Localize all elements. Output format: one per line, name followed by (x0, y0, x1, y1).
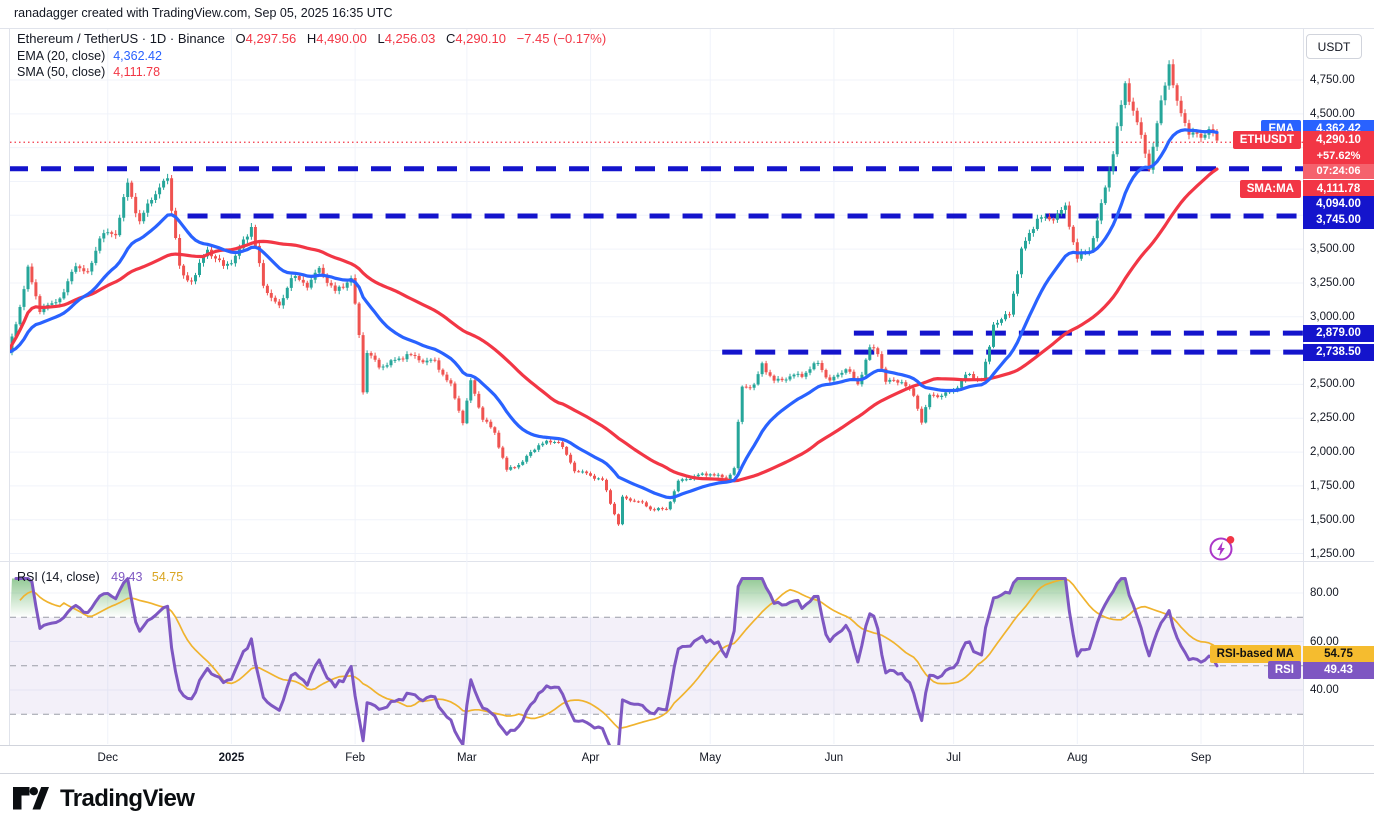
symbol-title[interactable]: Ethereum / TetherUS · 1D · Binance (17, 31, 225, 46)
price-badge-4290.10: 4,290.10 +57.62% 07:24:06 (1303, 131, 1374, 180)
tradingview-logo[interactable]: TradingView (13, 785, 195, 813)
time-label-Dec: Dec (97, 752, 118, 764)
watermark-attribution: ranadagger created with TradingView.com,… (14, 6, 393, 20)
time-label-Jul: Jul (946, 752, 961, 764)
chart-top-border (0, 28, 1374, 29)
rsi-overbought-fill (1099, 578, 1138, 618)
open-label: O (235, 31, 246, 46)
sma-50-line[interactable] (8, 167, 1219, 483)
flash-icon[interactable] (1209, 536, 1235, 561)
price-tick-3500: 3,500.00 (1310, 243, 1355, 256)
candle-bodies-up (10, 64, 1211, 525)
time-label-Jun: Jun (824, 752, 844, 764)
rsi-tick-80: 80.00 (1310, 587, 1339, 599)
price-badge-4094.00: 4,094.00 (1303, 196, 1374, 214)
series-tag-smama: SMA:MA (1239, 180, 1301, 199)
time-label-Apr: Apr (581, 752, 600, 764)
time-label-2025: 2025 (218, 752, 245, 764)
price-tick-3000: 3,000.00 (1310, 310, 1355, 323)
time-label-Sep: Sep (1190, 752, 1212, 764)
rsi-tick-40: 40.00 (1310, 684, 1339, 696)
price-badge-3745.00: 3,745.00 (1303, 212, 1374, 230)
rsi-overbought-fill (988, 578, 1071, 618)
rsi-badge-49.43: 49.43 (1303, 661, 1374, 679)
sma-value: 4,111.78 (113, 65, 161, 79)
tradingview-logo-mark (13, 786, 49, 809)
rsi-label: RSI (14, close) (17, 570, 100, 584)
low-label: L (377, 31, 385, 46)
rsi-tag-rsi-based-ma: RSI-based MA (1209, 645, 1301, 664)
tradingview-logo-text: TradingView (60, 785, 195, 812)
rsi-ma-value: 54.75 (151, 570, 184, 584)
pane-separator[interactable] (0, 561, 1374, 562)
rsi-band (10, 617, 1303, 715)
rsi-legend[interactable]: RSI (14, close) 49.43 54.75 (17, 570, 183, 584)
rsi-overbought-fill (10, 578, 38, 618)
time-label-Feb: Feb (345, 752, 366, 764)
high-label: H (306, 31, 317, 46)
candle-wicks-up (11, 60, 1210, 526)
rsi-plot[interactable] (10, 576, 1219, 748)
price-badge-2879.00: 2,879.00 (1303, 324, 1374, 342)
price-tick-2500: 2,500.00 (1310, 378, 1355, 391)
series-tag-ethusdt: ETHUSDT (1232, 131, 1301, 150)
close-label: C (445, 31, 456, 46)
legend-sma[interactable]: SMA (50, close) 4,111.78 (17, 64, 606, 81)
time-label-Mar: Mar (456, 752, 477, 764)
change-value: −7.45 (−0.17%) (516, 31, 607, 46)
close-value: 4,290.10 (455, 31, 506, 46)
time-label-Aug: Aug (1067, 752, 1088, 764)
price-tick-1750: 1,750.00 (1310, 479, 1355, 492)
open-value: 4,297.56 (245, 31, 297, 46)
candle-bodies-down (30, 64, 1219, 525)
price-tick-2000: 2,000.00 (1310, 446, 1355, 459)
symbol-row: Ethereum / TetherUS · 1D · Binance O4,29… (17, 31, 606, 48)
low-value: 4,256.03 (384, 31, 436, 46)
rsi-ma-line[interactable] (19, 577, 1218, 729)
rsi-badge-54.75: 54.75 (1303, 645, 1374, 663)
price-tick-3250: 3,250.00 (1310, 276, 1355, 289)
chart-bottom-border (0, 773, 1374, 774)
currency-toggle-button[interactable]: USDT (1306, 34, 1362, 59)
ema-value: 4,362.42 (113, 48, 162, 63)
ema-label: EMA (20, close) (17, 48, 106, 63)
time-axis-top-border (0, 745, 1374, 746)
rsi-line[interactable] (14, 576, 1219, 748)
price-tick-1250: 1,250.00 (1310, 547, 1355, 560)
price-tick-4500: 4,500.00 (1310, 107, 1355, 120)
rsi-tick-60: 60.00 (1310, 635, 1339, 648)
price-tick-4750: 4,750.00 (1310, 74, 1355, 86)
price-badge-4111.78: 4,111.78 (1303, 180, 1374, 199)
price-plot[interactable] (7, 59, 1304, 526)
chart-left-border (9, 28, 10, 745)
chart-header: Ethereum / TetherUS · 1D · Binance O4,29… (17, 31, 606, 81)
rsi-tag-rsi: RSI (1267, 661, 1301, 680)
high-value: 4,490.00 (316, 31, 367, 46)
price-tick-1500: 1,500.00 (1310, 513, 1355, 526)
legend-ema[interactable]: EMA (20, close) 4,362.42 (17, 48, 606, 65)
ema-20-line[interactable] (8, 128, 1219, 500)
price-tick-2250: 2,250.00 (1310, 412, 1355, 425)
sma-label: SMA (50, close) (17, 65, 106, 79)
time-axis[interactable] (0, 746, 1374, 773)
time-label-May: May (699, 752, 722, 764)
price-scale-border (1303, 28, 1304, 773)
rsi-value: 49.43 (111, 570, 143, 584)
price-badge-2738.50: 2,738.50 (1303, 343, 1374, 361)
